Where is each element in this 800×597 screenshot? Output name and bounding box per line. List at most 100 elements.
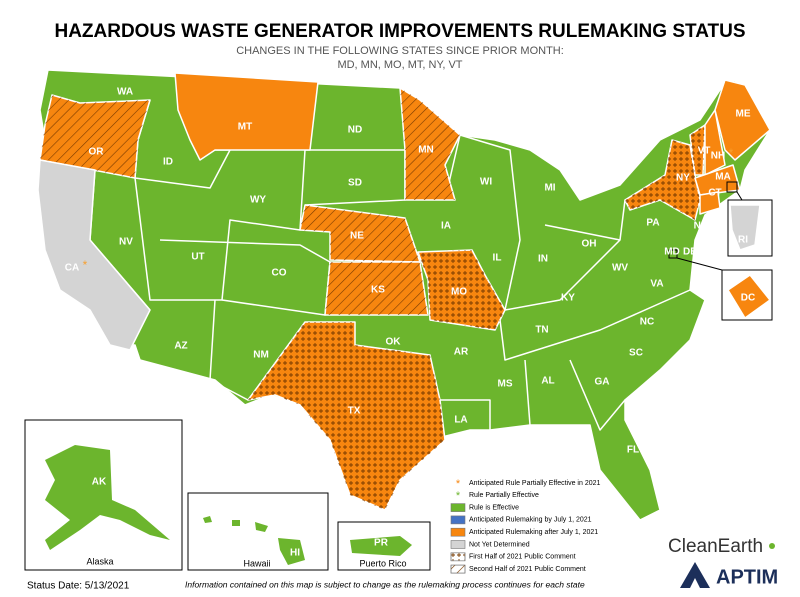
state-label: LA	[454, 415, 467, 426]
state-label: MO	[451, 287, 467, 298]
logo-cleanearth: CleanEarth	[668, 536, 763, 557]
state-label: RI	[738, 235, 748, 246]
legend-label: Anticipated Rule Partially Effective in …	[469, 480, 600, 487]
legend-label: Not Yet Determined	[469, 541, 530, 548]
state-label: IL	[493, 253, 502, 264]
subtitle: MD, MN, MO, MT, NY, VT	[337, 59, 462, 71]
state-shape	[174, 72, 319, 161]
state-label: NV	[119, 237, 133, 248]
state-pattern	[400, 88, 460, 200]
state-label: MT	[238, 122, 252, 133]
state-label: NE	[350, 231, 364, 242]
state-shape	[714, 79, 771, 161]
state-label: KY	[561, 293, 575, 304]
state-label: CO	[272, 268, 287, 279]
zoom-boxes	[668, 181, 773, 321]
legend-label: Second Half of 2021 Public Comment	[469, 566, 586, 573]
state-label: FL	[627, 445, 639, 456]
state-shape	[729, 204, 761, 251]
state-shape	[37, 159, 151, 351]
legend: * Anticipated Rule Partially Effective in…	[450, 478, 600, 574]
state-label: TN	[535, 325, 548, 336]
state-symbol: *	[83, 258, 88, 272]
legend-label: Rule is Effective	[469, 504, 519, 511]
legend-label: First Half of 2021 Public Comment	[469, 554, 576, 561]
state-label: TX	[348, 406, 361, 417]
state-label: MI	[544, 183, 555, 194]
state-shape	[694, 164, 741, 196]
state-label: NC	[640, 317, 654, 328]
legend-pattern	[450, 564, 466, 574]
state-label: WI	[480, 177, 492, 188]
state-label: MN	[418, 145, 434, 156]
legend-pattern	[450, 552, 466, 562]
state-label: NM	[253, 350, 269, 361]
legend-symbol: *	[456, 490, 461, 502]
disclaimer: Information contained on this map is sub…	[185, 579, 585, 589]
state-label: VA	[650, 279, 663, 290]
state-label: PA	[646, 218, 659, 229]
state-pattern	[625, 140, 700, 220]
state-label: AZ	[174, 341, 187, 352]
state-label: WA	[117, 87, 133, 98]
state-shape	[727, 274, 771, 319]
state-label: MS	[498, 379, 513, 390]
state-label: HI	[290, 548, 300, 559]
state-label: MA	[715, 172, 731, 183]
state-label: DE	[683, 247, 697, 258]
state-label: ME	[736, 109, 751, 120]
state-label: MD	[664, 247, 680, 258]
aptim-mark	[680, 562, 710, 588]
state-symbol: *	[729, 146, 734, 160]
state-pattern	[40, 95, 150, 178]
legend-swatch	[450, 503, 466, 512]
legend-swatch	[450, 515, 466, 525]
state-label: WY	[250, 195, 266, 206]
state-label: OH	[582, 239, 597, 250]
inset-label: Hawaii	[243, 558, 270, 568]
state-label: ND	[348, 125, 362, 136]
inset-land	[45, 445, 412, 565]
legend-swatch	[450, 540, 466, 549]
state-label: SC	[629, 348, 643, 359]
logo-aptim: APTIM	[716, 566, 778, 588]
state-label: SD	[348, 178, 362, 189]
state-label: OK	[386, 337, 402, 348]
state-pattern	[690, 125, 705, 175]
legend-label: Anticipated Rulemaking after July 1, 202…	[469, 529, 598, 536]
state-label: IN	[538, 254, 548, 265]
state-label: CA	[65, 263, 79, 274]
state-label: UT	[191, 252, 204, 263]
state-label: DC	[741, 293, 755, 304]
state-label: OR	[89, 147, 105, 158]
state-pattern	[248, 322, 445, 510]
state-label: ID	[163, 157, 173, 168]
state-shape	[704, 109, 726, 176]
state-label: PR	[374, 538, 389, 549]
state-label: WV	[612, 263, 628, 274]
state-label: CT	[708, 188, 721, 199]
insets	[24, 419, 431, 571]
logo-dot	[769, 543, 775, 549]
state-label: NY	[676, 173, 690, 184]
state-label: VT	[698, 146, 711, 157]
state-label: AL	[541, 376, 554, 387]
state-label: AK	[92, 477, 107, 488]
legend-label: Rule Partially Effective	[469, 492, 539, 499]
legend-swatch	[450, 527, 466, 537]
legend-label: Anticipated Rulemaking by July 1, 2021	[469, 517, 592, 524]
state-label: AR	[454, 347, 469, 358]
state-pattern	[300, 205, 420, 262]
state-label: IA	[441, 221, 451, 232]
inset-label: Puerto Rico	[359, 558, 406, 568]
title: HAZARDOUS WASTE GENERATOR IMPROVEMENTS R…	[54, 21, 745, 42]
subtitle: CHANGES IN THE FOLLOWING STATES SINCE PR…	[236, 45, 564, 57]
state-label: NJ	[694, 221, 707, 232]
status-date: Status Date: 5/13/2021	[27, 581, 130, 592]
state-label: NH	[711, 151, 725, 162]
state-label: KS	[371, 285, 385, 296]
state-pattern	[325, 262, 428, 315]
state-shape	[699, 191, 721, 215]
inset-label: Alaska	[86, 556, 113, 566]
